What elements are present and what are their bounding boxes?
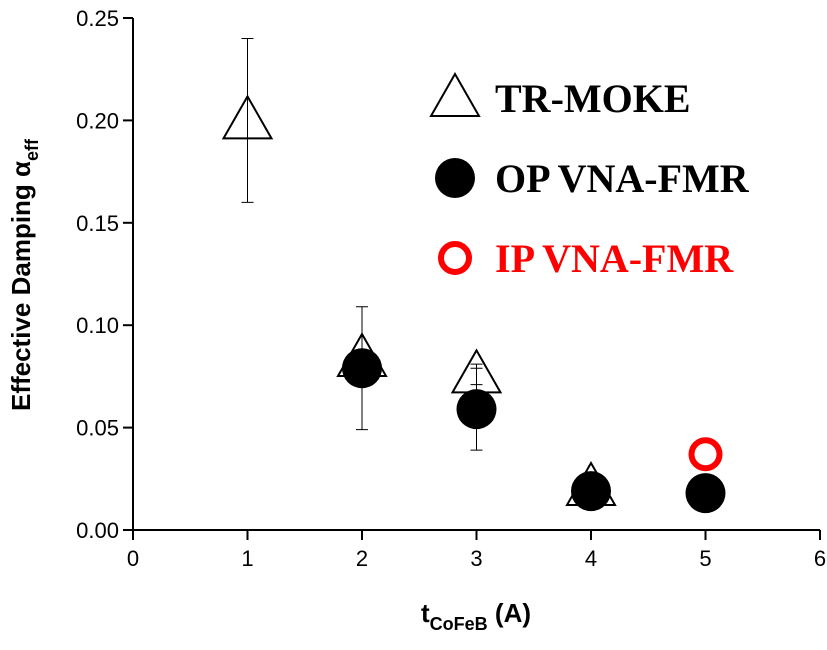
x-tick-label: 6 (814, 546, 826, 571)
error-bar (241, 37, 254, 203)
legend-marker (438, 241, 472, 275)
x-axis-label: tCoFeB (A) (421, 598, 531, 634)
point (342, 348, 382, 389)
legend-marker (435, 158, 475, 198)
y-tick-label: 0.05 (76, 416, 119, 441)
y-tick-label: 0.15 (76, 211, 119, 236)
legend-label: TR-MOKE (495, 76, 691, 121)
legend-label: IP VNA-FMR (495, 236, 734, 281)
legend-marker (429, 71, 481, 117)
point (685, 473, 726, 514)
y-tick-label: 0.20 (76, 108, 119, 133)
x-tick-label: 0 (127, 546, 139, 571)
point (688, 437, 723, 472)
x-tick-label: 4 (585, 546, 597, 571)
x-tick-label: 2 (356, 546, 368, 571)
x-tick-label: 3 (470, 546, 482, 571)
legend-label: OP VNA-FMR (495, 156, 750, 201)
y-tick-label: 0.25 (76, 6, 119, 31)
y-tick-label: 0.00 (76, 518, 119, 543)
y-axis-label: Effective Damping αeff (6, 138, 42, 411)
point (571, 471, 611, 512)
point (221, 94, 274, 140)
point (456, 389, 497, 430)
y-tick-label: 0.10 (76, 313, 119, 338)
x-tick-label: 5 (699, 546, 711, 571)
x-tick-label: 1 (241, 546, 253, 571)
